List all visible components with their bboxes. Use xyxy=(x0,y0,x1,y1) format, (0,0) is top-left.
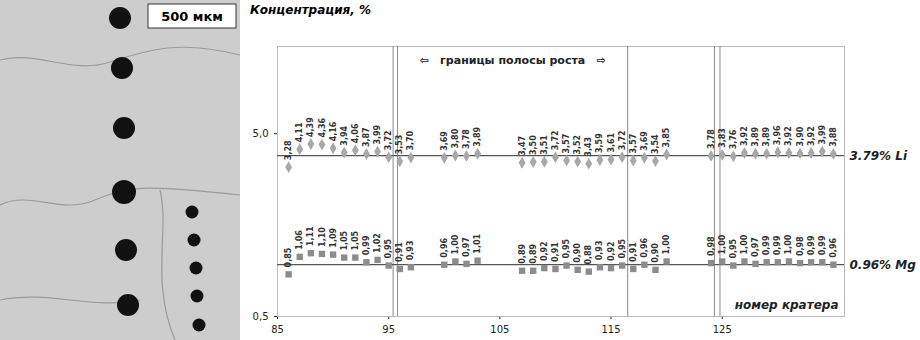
svg-text:0,93: 0,93 xyxy=(595,240,604,260)
svg-text:0,99: 0,99 xyxy=(818,235,827,255)
svg-text:3,52: 3,52 xyxy=(573,135,582,155)
svg-text:0,88: 0,88 xyxy=(584,244,593,264)
svg-text:0,96: 0,96 xyxy=(640,238,649,258)
svg-text:3.79% Li: 3.79% Li xyxy=(850,149,908,163)
svg-text:номер кратера: номер кратера xyxy=(735,298,839,312)
svg-text:0,95: 0,95 xyxy=(562,238,571,258)
svg-text:0,92: 0,92 xyxy=(607,241,616,261)
svg-text:3,92: 3,92 xyxy=(784,126,793,146)
svg-text:0,96: 0,96 xyxy=(829,238,838,258)
svg-text:3,69: 3,69 xyxy=(440,131,449,151)
svg-text:3,99: 3,99 xyxy=(373,124,382,144)
svg-text:1,00: 1,00 xyxy=(784,234,793,254)
svg-text:0,99: 0,99 xyxy=(362,235,371,255)
svg-text:0,91: 0,91 xyxy=(629,242,638,262)
svg-text:0,92: 0,92 xyxy=(540,241,549,261)
svg-text:3,57: 3,57 xyxy=(629,134,638,154)
svg-text:3,53: 3,53 xyxy=(395,135,404,155)
svg-text:3,70: 3,70 xyxy=(406,130,415,150)
svg-text:3,83: 3,83 xyxy=(718,128,727,148)
svg-text:3,51: 3,51 xyxy=(540,135,549,155)
svg-text:3,28: 3,28 xyxy=(284,140,293,160)
svg-text:3,90: 3,90 xyxy=(796,126,805,146)
svg-text:4,39: 4,39 xyxy=(306,117,315,137)
svg-text:1,00: 1,00 xyxy=(718,234,727,254)
svg-text:105: 105 xyxy=(490,324,509,335)
svg-text:3,89: 3,89 xyxy=(751,126,760,146)
svg-text:3,99: 3,99 xyxy=(818,124,827,144)
svg-text:3,43: 3,43 xyxy=(584,137,593,157)
svg-text:0,96: 0,96 xyxy=(440,238,449,258)
svg-text:⇦ границы полосы роста ⇨: ⇦ границы полосы роста ⇨ xyxy=(419,54,606,67)
svg-text:4,36: 4,36 xyxy=(318,117,327,137)
svg-text:0,90: 0,90 xyxy=(651,243,660,263)
svg-text:0,95: 0,95 xyxy=(384,238,393,258)
svg-text:0,90: 0,90 xyxy=(573,243,582,263)
svg-text:3,78: 3,78 xyxy=(707,129,716,149)
svg-text:4,11: 4,11 xyxy=(295,122,304,142)
svg-text:1,02: 1,02 xyxy=(373,233,382,253)
svg-text:1,11: 1,11 xyxy=(306,226,315,246)
svg-text:3,89: 3,89 xyxy=(762,126,771,146)
svg-text:3,92: 3,92 xyxy=(740,126,749,146)
svg-text:1,00: 1,00 xyxy=(662,234,671,254)
svg-text:3,76: 3,76 xyxy=(729,129,738,149)
svg-text:3,47: 3,47 xyxy=(518,136,527,156)
svg-text:1,06: 1,06 xyxy=(295,230,304,250)
svg-text:4,06: 4,06 xyxy=(351,123,360,143)
svg-text:1,00: 1,00 xyxy=(451,234,460,254)
svg-text:500 мкм: 500 мкм xyxy=(161,9,223,24)
html-text:Концентрация, %: Концентрация, % xyxy=(250,3,372,17)
svg-text:3,54: 3,54 xyxy=(651,134,660,154)
svg-text:1,01: 1,01 xyxy=(473,234,482,254)
svg-text:0,97: 0,97 xyxy=(751,237,760,257)
svg-text:125: 125 xyxy=(713,324,732,335)
svg-text:0.96% Mg: 0.96% Mg xyxy=(850,258,917,272)
svg-text:0,95: 0,95 xyxy=(729,238,738,258)
svg-text:3,89: 3,89 xyxy=(473,126,482,146)
svg-text:0,95: 0,95 xyxy=(618,238,627,258)
svg-text:115: 115 xyxy=(601,324,620,335)
svg-text:3,85: 3,85 xyxy=(662,127,671,147)
svg-text:3,92: 3,92 xyxy=(807,126,816,146)
svg-text:3,94: 3,94 xyxy=(340,125,349,145)
svg-text:1,09: 1,09 xyxy=(329,227,338,247)
svg-text:0,93: 0,93 xyxy=(406,240,415,260)
svg-text:0,89: 0,89 xyxy=(518,244,527,264)
svg-text:0,5: 0,5 xyxy=(253,311,269,322)
svg-text:3,72: 3,72 xyxy=(618,130,627,150)
svg-text:0,97: 0,97 xyxy=(462,237,471,257)
svg-text:0,99: 0,99 xyxy=(773,235,782,255)
svg-text:1,05: 1,05 xyxy=(340,230,349,250)
svg-text:3,72: 3,72 xyxy=(384,130,393,150)
svg-text:3,96: 3,96 xyxy=(773,125,782,145)
svg-text:1,05: 1,05 xyxy=(351,230,360,250)
svg-text:95: 95 xyxy=(382,324,395,335)
svg-text:0,85: 0,85 xyxy=(284,247,293,267)
svg-text:1,00: 1,00 xyxy=(740,234,749,254)
svg-text:0,91: 0,91 xyxy=(551,242,560,262)
svg-text:4,16: 4,16 xyxy=(329,121,338,141)
svg-text:85: 85 xyxy=(271,324,284,335)
svg-text:0,98: 0,98 xyxy=(796,236,805,256)
svg-text:1,10: 1,10 xyxy=(318,227,327,247)
svg-text:3,57: 3,57 xyxy=(562,134,571,154)
svg-text:3,87: 3,87 xyxy=(362,127,371,147)
svg-text:0,99: 0,99 xyxy=(807,235,816,255)
svg-text:3,78: 3,78 xyxy=(462,129,471,149)
svg-text:3,88: 3,88 xyxy=(829,127,838,147)
svg-text:0,89: 0,89 xyxy=(529,244,538,264)
svg-text:0,99: 0,99 xyxy=(762,235,771,255)
svg-text:0,91: 0,91 xyxy=(395,242,404,262)
svg-text:3,69: 3,69 xyxy=(640,131,649,151)
svg-text:3,59: 3,59 xyxy=(595,133,604,153)
svg-text:3,50: 3,50 xyxy=(529,135,538,155)
svg-text:5,0: 5,0 xyxy=(253,128,269,139)
svg-text:3,61: 3,61 xyxy=(607,132,616,152)
svg-text:3,72: 3,72 xyxy=(551,130,560,150)
svg-text:0,98: 0,98 xyxy=(707,236,716,256)
svg-text:3,80: 3,80 xyxy=(451,128,460,148)
